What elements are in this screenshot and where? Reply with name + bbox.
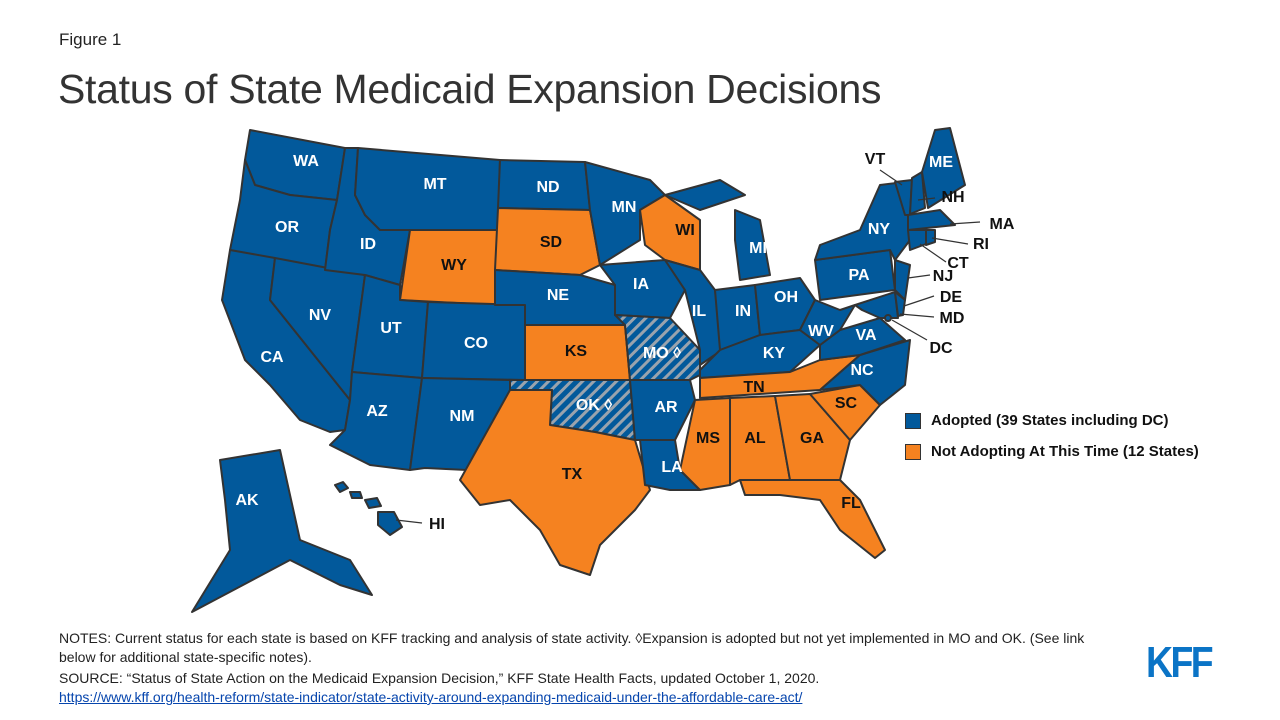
label-ut: UT [380, 320, 402, 337]
state-mi[interactable] [664, 179, 771, 281]
label-ar: AR [654, 399, 678, 416]
label-in: IN [735, 303, 751, 320]
label-ak: AK [235, 492, 259, 509]
label-ct: CT [947, 255, 969, 272]
label-nm: NM [450, 408, 475, 425]
label-dc: DC [929, 340, 953, 357]
legend-swatch-not-adopting [905, 443, 921, 460]
source-link[interactable]: https://www.kff.org/health-reform/state-… [59, 689, 803, 705]
notes-section: NOTES: Current status for each state is … [59, 629, 1119, 707]
label-nc: NC [850, 362, 874, 379]
label-ma: MA [990, 216, 1015, 233]
label-ok: OK ◊ [576, 397, 612, 414]
state-hi[interactable] [334, 481, 403, 536]
state-ak[interactable] [191, 449, 373, 613]
legend-item-adopted: Adopted (39 States including DC) [905, 412, 1199, 429]
legend: Adopted (39 States including DC) Not Ado… [905, 412, 1199, 474]
state-mo[interactable] [614, 314, 701, 381]
label-ca: CA [260, 349, 284, 366]
label-az: AZ [366, 403, 388, 420]
label-al: AL [744, 430, 766, 447]
notes-text: NOTES: Current status for each state is … [59, 630, 1085, 665]
label-co: CO [464, 335, 488, 352]
state-fl[interactable] [739, 479, 886, 559]
figure-label: Figure 1 [59, 30, 122, 49]
label-wi: WI [675, 222, 695, 239]
state-mn[interactable] [584, 161, 666, 266]
legend-label-adopted: Adopted (39 States including DC) [931, 412, 1169, 429]
source-text: SOURCE: “Status of State Action on the M… [59, 670, 820, 686]
legend-label-not-adopting: Not Adopting At This Time (12 States) [931, 443, 1199, 460]
label-mt: MT [423, 176, 446, 193]
page-title: Status of State Medicaid Expansion Decis… [58, 66, 882, 112]
label-sc: SC [835, 395, 858, 412]
label-ky: KY [763, 345, 786, 362]
label-wv: WV [808, 323, 834, 340]
label-ga: GA [800, 430, 824, 447]
state-ny[interactable] [814, 181, 911, 261]
state-nh[interactable] [909, 171, 926, 215]
label-ks: KS [565, 343, 588, 360]
label-de: DE [940, 289, 963, 306]
label-oh: OH [774, 289, 798, 306]
legend-item-not-adopting: Not Adopting At This Time (12 States) [905, 443, 1199, 460]
label-me: ME [929, 154, 953, 171]
label-sd: SD [540, 234, 562, 251]
state-ga[interactable] [774, 393, 851, 481]
label-ia: IA [633, 276, 649, 293]
label-la: LA [661, 459, 683, 476]
label-fl: FL [841, 495, 861, 512]
state-sd[interactable] [494, 207, 601, 276]
label-pa: PA [848, 267, 869, 284]
label-nv: NV [309, 307, 332, 324]
label-nj: NJ [933, 268, 953, 285]
label-mi: MI [749, 240, 767, 257]
state-ms[interactable] [679, 397, 731, 491]
label-or: OR [275, 219, 299, 236]
label-ri: RI [973, 236, 989, 253]
label-hi: HI [429, 516, 445, 533]
label-mo: MO ◊ [643, 345, 681, 362]
label-il: IL [692, 303, 706, 320]
state-de[interactable] [894, 291, 906, 317]
state-md[interactable] [854, 291, 899, 319]
state-ma[interactable] [907, 209, 956, 231]
label-va: VA [855, 327, 876, 344]
label-ne: NE [547, 287, 570, 304]
label-mn: MN [612, 199, 637, 216]
label-tn: TN [743, 379, 764, 396]
kff-logo: KFF [1146, 638, 1214, 687]
label-wa: WA [293, 153, 319, 170]
state-ri[interactable] [925, 229, 936, 246]
label-id: ID [360, 236, 376, 253]
label-nh: NH [941, 189, 964, 206]
state-il[interactable] [664, 259, 723, 366]
state-tx[interactable] [459, 389, 651, 576]
label-vt: VT [865, 151, 886, 168]
state-me[interactable] [921, 127, 966, 209]
state-dc[interactable] [884, 314, 892, 322]
label-md: MD [940, 310, 965, 327]
label-wy: WY [441, 257, 467, 274]
label-nd: ND [536, 179, 559, 196]
label-ms: MS [696, 430, 720, 447]
leader-lines [395, 169, 981, 524]
legend-swatch-adopted [905, 412, 921, 429]
label-tx: TX [562, 466, 583, 483]
label-ny: NY [868, 221, 891, 238]
